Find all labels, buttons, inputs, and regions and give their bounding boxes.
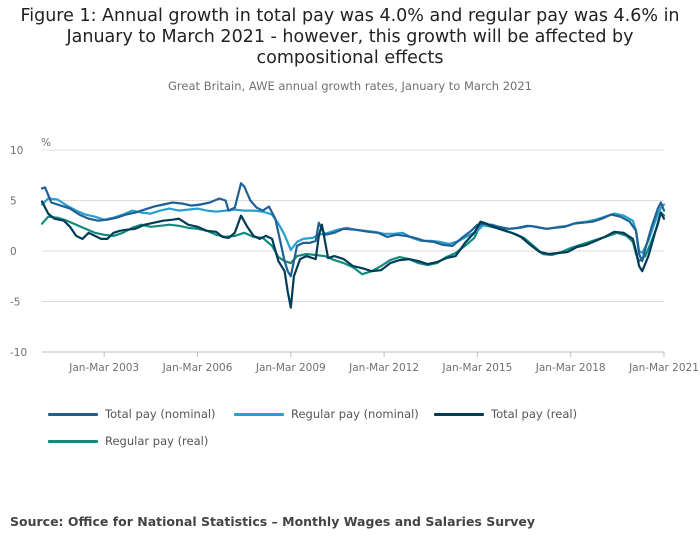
y-axis-unit-label: % [41,137,51,149]
chart-title: Figure 1: Annual growth in total pay was… [20,6,680,68]
series-lines [40,182,666,309]
x-tick-label: Jan-Mar 2012 [348,362,419,374]
x-tick-label: Jan-Mar 2021 [628,362,699,374]
series-line-regular-pay-real[interactable] [40,211,666,276]
series-line-total-pay-real[interactable] [40,200,666,309]
x-tick-label: Jan-Mar 2015 [441,362,512,374]
x-axis: Jan-Mar 2003 Jan-Mar 2006 Jan-Mar 2009 Jan-… [42,351,699,374]
legend-swatch [434,412,484,416]
y-tick-labels: 10 5 0 -5 -10 [10,145,27,359]
chart-subtitle: Great Britain, AWE annual growth rates, … [168,79,532,93]
legend-swatch [48,412,98,416]
x-tick-label: Jan-Mar 2003 [68,362,139,374]
legend-label: Total pay (real) [491,407,578,421]
x-tick-label: Jan-Mar 2009 [255,362,326,374]
legend-item-total-real[interactable]: Total pay (real) [434,407,577,421]
legend-label: Regular pay (nominal) [291,407,419,421]
legend-item-regular-nominal[interactable]: Regular pay (nominal) [234,407,419,421]
legend-label: Total pay (nominal) [105,407,216,421]
y-tick-label: 5 [10,196,17,208]
legend-item-regular-real[interactable]: Regular pay (real) [48,434,208,448]
series-line-total-pay-nominal[interactable] [40,182,666,278]
y-tick-label: 0 [10,246,17,258]
x-tick-label: Jan-Mar 2006 [162,362,233,374]
y-tick-label: -5 [10,297,20,309]
legend-item-total-nominal[interactable]: Total pay (nominal) [48,407,216,421]
legend-label: Regular pay (real) [105,434,209,448]
legend-swatch [48,439,98,443]
source-note: Source: Office for National Statistics –… [10,514,536,529]
y-tick-label: 10 [10,145,23,157]
y-tick-label: -10 [10,347,27,359]
legend-swatch [234,412,284,416]
x-tick-label: Jan-Mar 2018 [535,362,606,374]
